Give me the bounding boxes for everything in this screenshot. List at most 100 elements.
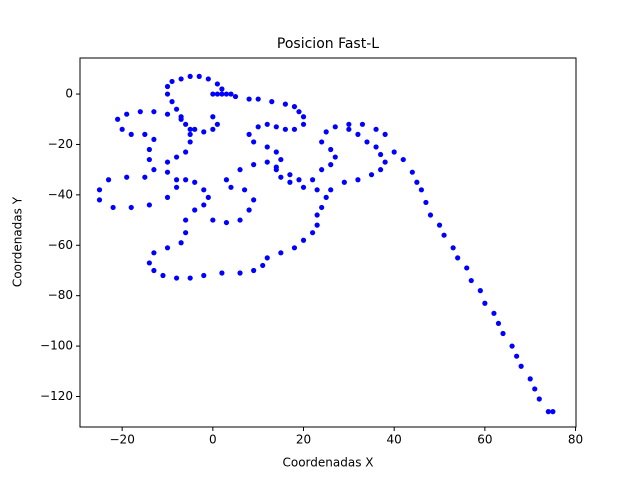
point: [110, 204, 116, 211]
point: [346, 121, 352, 127]
point: [514, 353, 520, 359]
point: [532, 386, 538, 392]
y-tick-label: 0: [65, 87, 73, 101]
point: [264, 159, 270, 165]
point: [314, 222, 320, 228]
point: [491, 310, 497, 316]
point: [173, 275, 180, 281]
point: [219, 270, 225, 276]
point: [137, 109, 143, 115]
point: [146, 260, 152, 266]
point: [545, 409, 551, 415]
point: [187, 126, 193, 132]
point: [146, 156, 152, 163]
point: [192, 207, 198, 213]
point: [214, 91, 220, 97]
point: [187, 275, 193, 281]
point: [382, 131, 388, 137]
point: [187, 139, 193, 145]
point: [309, 177, 316, 183]
point: [183, 230, 189, 236]
y-tick-label: −120: [40, 389, 73, 403]
point: [164, 169, 171, 175]
point: [296, 177, 302, 183]
point: [173, 154, 180, 160]
point: [173, 184, 180, 190]
point: [246, 207, 252, 213]
point: [142, 174, 148, 180]
point: [237, 167, 243, 173]
point: [201, 272, 207, 279]
point: [237, 270, 243, 276]
y-tick-label: −20: [48, 137, 73, 151]
point: [373, 126, 379, 132]
point: [228, 91, 234, 97]
point: [319, 167, 325, 173]
point: [355, 131, 361, 137]
point: [178, 116, 184, 122]
point: [282, 101, 288, 107]
point: [509, 343, 515, 349]
point: [146, 146, 152, 153]
x-tick-label: 20: [296, 433, 311, 447]
point: [164, 111, 171, 117]
point: [151, 250, 157, 256]
point: [223, 177, 230, 183]
x-tick-label: −20: [110, 433, 135, 447]
point: [219, 91, 225, 97]
point: [219, 86, 225, 92]
point: [237, 217, 243, 223]
point: [409, 169, 415, 175]
point: [427, 212, 434, 218]
point: [291, 104, 298, 110]
point: [115, 116, 121, 122]
point: [527, 376, 533, 382]
point: [450, 245, 456, 251]
point: [414, 179, 420, 185]
point: [373, 144, 379, 150]
chart-title: Posicion Fast-L: [277, 36, 379, 52]
point: [273, 124, 279, 130]
point: [359, 121, 366, 127]
point: [477, 288, 483, 294]
point: [296, 109, 302, 115]
point: [164, 194, 171, 200]
point: [260, 262, 266, 269]
point: [128, 204, 134, 211]
point: [241, 187, 248, 193]
point: [151, 267, 157, 274]
point: [550, 409, 556, 415]
plot-frame: [79, 57, 577, 428]
point: [251, 139, 257, 145]
point: [210, 217, 216, 223]
point: [377, 167, 384, 173]
point: [196, 73, 202, 79]
point: [183, 149, 189, 155]
point: [500, 330, 506, 337]
point: [495, 320, 502, 327]
point: [319, 139, 325, 145]
point: [178, 240, 184, 246]
point: [214, 81, 220, 87]
x-tick-label: 80: [568, 433, 583, 447]
point: [201, 129, 207, 135]
point: [192, 126, 198, 132]
point: [468, 277, 474, 284]
point: [264, 144, 270, 150]
y-tick-label: −60: [48, 238, 73, 252]
y-tick-label: −80: [48, 288, 73, 302]
point: [210, 91, 216, 97]
point: [382, 159, 388, 165]
point: [214, 121, 220, 127]
point: [128, 131, 134, 137]
point: [105, 177, 112, 183]
point: [187, 73, 193, 79]
point: [96, 187, 103, 193]
point: [328, 187, 334, 193]
point: [146, 202, 152, 208]
point: [124, 174, 130, 180]
point: [323, 129, 329, 135]
point: [300, 184, 307, 190]
